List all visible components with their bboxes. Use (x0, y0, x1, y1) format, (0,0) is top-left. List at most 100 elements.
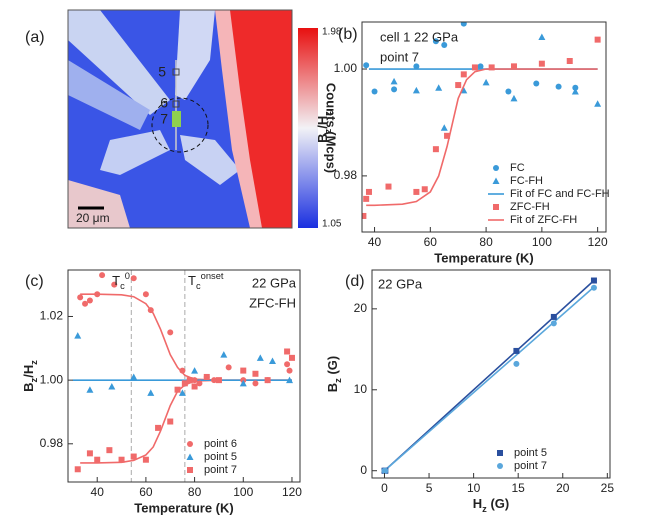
point (572, 84, 579, 91)
x-tick-label: 60 (424, 235, 438, 249)
fit-line (383, 286, 595, 472)
fit-line (366, 68, 598, 207)
panel-label: (d) (345, 273, 365, 290)
point (571, 87, 579, 95)
x-axis-label: Hz (G) (473, 496, 509, 514)
point (167, 418, 174, 425)
legend-label: point 5 (204, 451, 237, 463)
point (435, 84, 443, 91)
point (130, 373, 138, 380)
point (510, 63, 517, 70)
x-tick-label: 20 (556, 481, 570, 495)
point (413, 63, 420, 70)
point (86, 386, 94, 393)
annotation: cell 1 22 GPa (380, 29, 459, 44)
point (533, 80, 540, 87)
y-tick-label: 1.00 (334, 61, 358, 75)
legend-label: point 7 (204, 464, 237, 476)
point (590, 277, 597, 284)
point (252, 370, 259, 377)
point (186, 377, 193, 384)
point (471, 64, 478, 71)
point (256, 354, 264, 361)
point (492, 177, 500, 184)
point (590, 284, 597, 291)
point (286, 376, 294, 384)
axes-frame (371, 269, 611, 479)
point (74, 332, 82, 339)
point (441, 41, 448, 48)
point (391, 86, 398, 93)
point (74, 466, 81, 473)
point (363, 62, 370, 69)
point (421, 186, 428, 193)
point (432, 146, 439, 153)
legend-label: point 5 (514, 447, 547, 459)
point (460, 71, 467, 78)
panel-label: (c) (25, 273, 44, 290)
point (510, 94, 518, 102)
point (82, 300, 89, 307)
colorbar-label: Counts (Mcps) (324, 83, 339, 173)
point (365, 188, 372, 195)
y-axis-label: Bz/Hz (21, 360, 39, 392)
point (220, 351, 228, 358)
point (288, 354, 295, 361)
annotation: Tconset (188, 271, 224, 291)
point (86, 450, 93, 457)
legend-label: Fit of ZFC-FH (510, 214, 577, 226)
point (142, 291, 149, 298)
point (497, 463, 503, 469)
colorbar-tick-label: 1.98 (322, 27, 342, 38)
legend-label: FC-FH (510, 175, 543, 187)
legend-label: ZFC-FH (510, 201, 550, 213)
point (130, 453, 137, 460)
fit-line (383, 279, 595, 472)
point (108, 383, 116, 390)
point (147, 389, 155, 396)
point (99, 272, 106, 279)
probe-point (172, 68, 180, 76)
point (513, 347, 520, 354)
y-tick-label: 1.00 (40, 372, 64, 386)
point (225, 364, 232, 371)
point (77, 294, 84, 301)
point (432, 38, 439, 45)
point (191, 367, 199, 374)
scale-bar-label: 20 μm (76, 211, 110, 225)
x-tick-label: 0 (381, 481, 388, 495)
panel-label: (b) (338, 26, 358, 43)
x-tick-label: 40 (368, 235, 382, 249)
point (181, 380, 188, 387)
point (118, 456, 125, 463)
point (493, 204, 499, 210)
point (86, 297, 93, 304)
y-tick-label: 1.02 (40, 309, 64, 323)
point (362, 212, 367, 219)
annotation: point 7 (380, 49, 419, 64)
legend-label: Fit of FC and FC-FH (510, 188, 610, 200)
panel-label: (a) (25, 29, 45, 46)
y-tick-label: 0 (360, 463, 367, 477)
x-tick-label: 40 (91, 485, 105, 499)
x-axis-label: Temperature (K) (134, 500, 233, 515)
point (413, 188, 420, 195)
x-tick-label: 5 (426, 481, 433, 495)
point (203, 373, 210, 380)
point (513, 360, 520, 367)
point (179, 367, 186, 374)
point (555, 83, 562, 90)
x-tick-label: 25 (601, 481, 615, 495)
point (111, 281, 118, 288)
point (286, 367, 293, 374)
y-tick-label: 0.98 (40, 436, 64, 450)
annotation: 22 GPa (252, 275, 297, 290)
count-map (68, 10, 292, 228)
point (186, 453, 194, 460)
point (538, 33, 546, 40)
x-tick-label: 10 (467, 481, 481, 495)
point (106, 447, 113, 454)
point (130, 275, 137, 282)
x-tick-label: 80 (479, 235, 493, 249)
